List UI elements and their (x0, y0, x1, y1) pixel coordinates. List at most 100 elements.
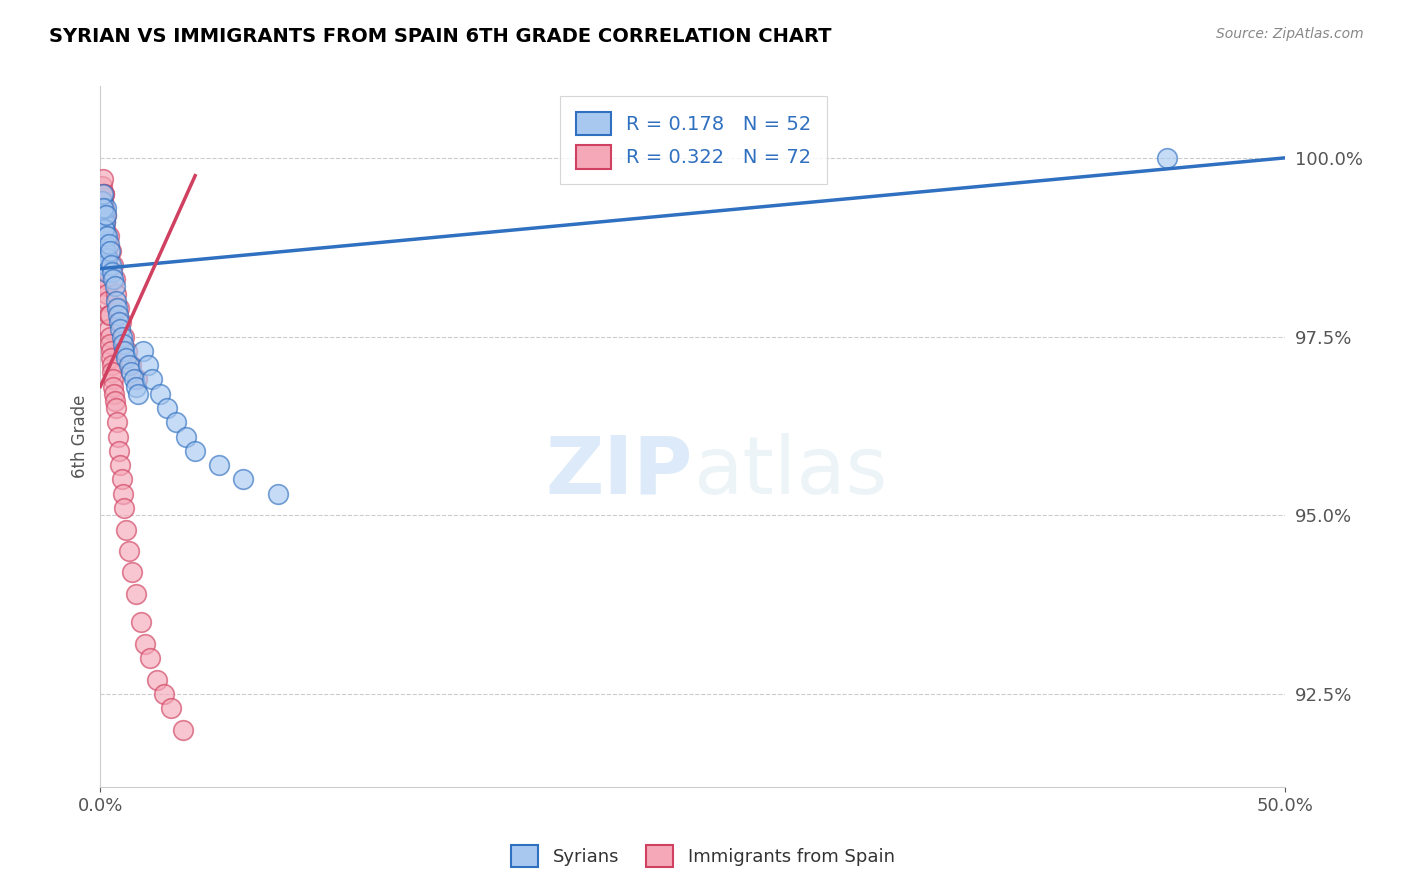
Point (108, 301, 131, 315)
Point (111, 473, 134, 487)
Point (91, 179, 114, 194)
Point (94, 251, 117, 265)
Point (103, 386, 125, 401)
Point (160, 701, 183, 715)
Legend: Syrians, Immigrants from Spain: Syrians, Immigrants from Spain (503, 838, 903, 874)
Point (267, 487, 290, 501)
Point (172, 723, 194, 737)
Point (129, 615, 152, 630)
Point (97, 265, 120, 279)
Point (103, 272, 125, 286)
Point (100, 343, 122, 358)
Point (93, 222, 115, 236)
Point (112, 501, 135, 516)
Point (111, 487, 134, 501)
Point (105, 301, 128, 315)
Point (96, 229, 118, 244)
Point (118, 358, 141, 372)
Point (111, 329, 134, 343)
Point (127, 386, 149, 401)
Point (98, 308, 121, 322)
Point (208, 458, 231, 473)
Point (97, 236, 120, 251)
Point (94, 258, 117, 272)
Point (97, 229, 120, 244)
Point (98, 329, 121, 343)
Point (91, 172, 114, 186)
Point (91, 229, 114, 244)
Point (134, 637, 156, 651)
Point (94, 201, 117, 215)
Point (91, 201, 114, 215)
Point (93, 222, 115, 236)
Point (122, 372, 145, 386)
Point (90, 186, 112, 201)
Point (125, 587, 148, 601)
Point (107, 429, 129, 443)
Point (96, 251, 118, 265)
Point (111, 336, 134, 351)
Point (96, 286, 118, 301)
Point (93, 215, 115, 229)
Point (94, 229, 117, 244)
Point (231, 473, 253, 487)
Point (96, 251, 118, 265)
Point (125, 372, 148, 386)
Point (118, 544, 141, 558)
Point (96, 272, 118, 286)
Point (94, 229, 117, 244)
Point (93, 201, 115, 215)
Point (103, 393, 125, 408)
Point (139, 651, 162, 665)
Point (120, 365, 142, 379)
Point (101, 265, 124, 279)
Point (91, 194, 114, 208)
Point (98, 336, 121, 351)
Point (94, 258, 117, 272)
Point (100, 244, 122, 258)
Point (93, 215, 115, 229)
Point (91, 208, 114, 222)
Point (110, 322, 132, 336)
Point (93, 236, 115, 251)
Point (107, 308, 129, 322)
Point (110, 315, 132, 329)
Point (98, 244, 121, 258)
Point (96, 251, 118, 265)
Point (94, 265, 117, 279)
Point (93, 186, 115, 201)
Point (132, 343, 155, 358)
Point (115, 351, 138, 365)
Point (153, 687, 176, 701)
Point (174, 429, 197, 443)
Point (100, 258, 122, 272)
Text: SYRIAN VS IMMIGRANTS FROM SPAIN 6TH GRADE CORRELATION CHART: SYRIAN VS IMMIGRANTS FROM SPAIN 6TH GRAD… (49, 27, 832, 45)
Point (136, 358, 159, 372)
Point (110, 458, 132, 473)
Point (104, 272, 127, 286)
Point (104, 293, 127, 308)
Point (91, 194, 114, 208)
Point (115, 523, 138, 537)
Point (93, 236, 115, 251)
Y-axis label: 6th Grade: 6th Grade (72, 395, 89, 478)
Point (103, 279, 125, 293)
Point (146, 673, 169, 687)
Point (125, 379, 148, 393)
Text: atlas: atlas (693, 433, 887, 510)
Point (108, 315, 131, 329)
Point (184, 443, 207, 458)
Point (91, 215, 114, 229)
Point (149, 386, 172, 401)
Point (108, 443, 131, 458)
Point (101, 365, 124, 379)
Point (91, 208, 114, 222)
Text: ZIP: ZIP (546, 433, 693, 510)
Point (94, 208, 117, 222)
Point (94, 244, 117, 258)
Point (96, 244, 118, 258)
Point (94, 244, 117, 258)
Point (103, 379, 125, 393)
Point (98, 322, 121, 336)
Point (93, 201, 115, 215)
